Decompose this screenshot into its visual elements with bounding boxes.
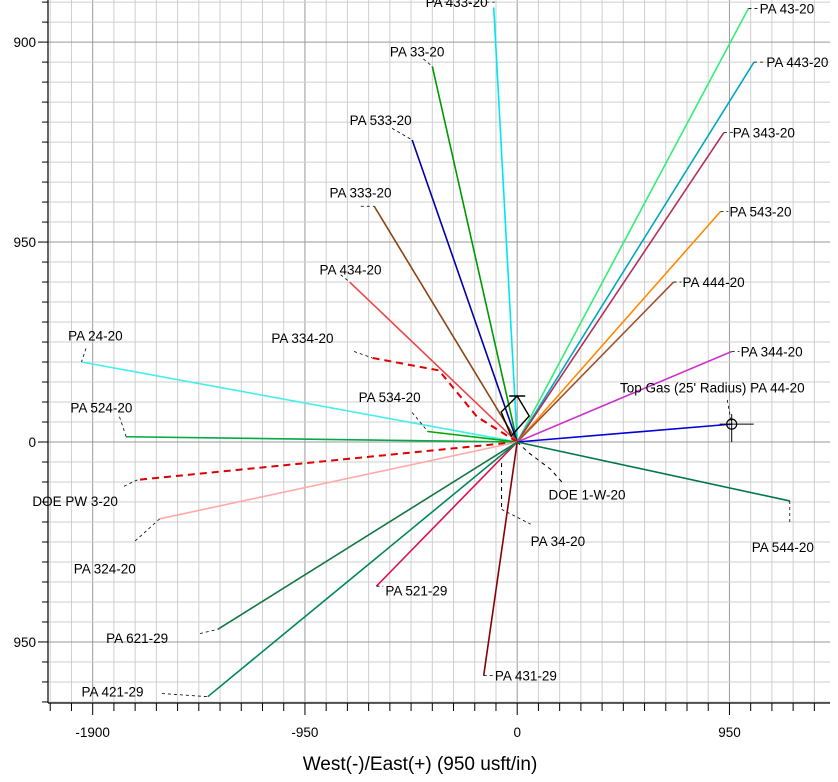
series-label: PA 443-20 xyxy=(766,55,828,70)
series-label: PA 344-20 xyxy=(741,345,803,360)
label-leader xyxy=(411,412,429,432)
series-label: PA 33-20 xyxy=(390,45,445,60)
series-label: PA 343-20 xyxy=(733,126,795,141)
label-leader xyxy=(119,416,127,437)
series-line xyxy=(516,8,750,443)
series-line xyxy=(492,7,518,443)
axis-layer: -1900 -950 0 950 900 950 0 950 xyxy=(13,0,830,740)
series-line xyxy=(516,61,755,443)
series-label: PA 521-29 xyxy=(385,583,447,598)
label-leader xyxy=(353,351,373,359)
label-leader xyxy=(726,399,733,425)
y-tick-label: 900 xyxy=(13,35,36,50)
series-label: PA 524-20 xyxy=(70,400,132,415)
series-label: PA 421-29 xyxy=(82,684,144,699)
y-tick-label: 950 xyxy=(13,235,36,250)
x-tick-label: -950 xyxy=(291,725,318,740)
series-line xyxy=(217,441,518,631)
series-label: PA 431-29 xyxy=(495,669,557,684)
series-line xyxy=(427,430,518,443)
series-line xyxy=(482,441,518,676)
series-layer xyxy=(81,1,791,698)
series-line xyxy=(126,435,518,443)
label-leader xyxy=(199,628,218,634)
series-line xyxy=(516,441,563,483)
series-line xyxy=(81,361,518,443)
series-line xyxy=(516,350,733,443)
label-leader xyxy=(81,348,87,363)
series-line xyxy=(375,441,518,587)
x-tick-label: 950 xyxy=(718,725,741,740)
series-line xyxy=(516,211,722,443)
series-label: PA 533-20 xyxy=(350,113,412,128)
x-tick-label: 0 xyxy=(513,725,521,740)
series-label: PA 34-20 xyxy=(531,534,586,549)
series-line xyxy=(371,356,518,443)
y-tick-label: 950 xyxy=(13,635,36,650)
series-line xyxy=(431,66,518,443)
x-axis-title: West(-)/East(+) (950 usft/in) xyxy=(303,754,538,775)
series-label: PA 444-20 xyxy=(683,275,745,290)
series-label: PA 621-29 xyxy=(106,631,168,646)
label-leader xyxy=(161,693,208,698)
series-line xyxy=(349,281,518,443)
series-label: DOE 1-W-20 xyxy=(548,488,625,503)
label-layer: PA 433-20 PA 43-20 PA 33-20 PA 443-20 PA 533… xyxy=(32,0,828,699)
series-line xyxy=(207,441,518,698)
series-label: PA 333-20 xyxy=(330,186,392,201)
label-leader xyxy=(340,274,350,283)
series-line xyxy=(159,441,518,520)
series-label: PA 544-20 xyxy=(752,540,814,555)
series-label: PA 334-20 xyxy=(271,331,333,346)
grid xyxy=(48,0,830,703)
series-line xyxy=(516,132,725,443)
label-leader xyxy=(391,128,413,141)
x-tick-label: -1900 xyxy=(75,725,110,740)
series-label: Top Gas (25' Radius) PA 44-20 xyxy=(620,380,805,395)
surface-location-icon xyxy=(500,394,531,438)
series-label: PA 324-20 xyxy=(74,561,136,576)
series-label: PA 43-20 xyxy=(760,1,815,16)
series-line xyxy=(373,205,518,443)
series-line xyxy=(517,441,790,502)
y-tick-label: 0 xyxy=(28,435,36,450)
series-label: PA 543-20 xyxy=(729,205,791,220)
label-leader xyxy=(123,479,138,487)
series-label: PA 534-20 xyxy=(359,390,421,405)
series-label: PA 433-20 xyxy=(426,0,488,10)
label-leader xyxy=(423,58,433,67)
series-line xyxy=(137,441,518,481)
series-label: PA 434-20 xyxy=(319,262,381,277)
series-label: DOE PW 3-20 xyxy=(32,494,118,509)
series-line xyxy=(516,281,675,443)
series-line xyxy=(517,423,732,443)
series-line xyxy=(411,139,518,443)
series-label: PA 24-20 xyxy=(68,329,123,344)
